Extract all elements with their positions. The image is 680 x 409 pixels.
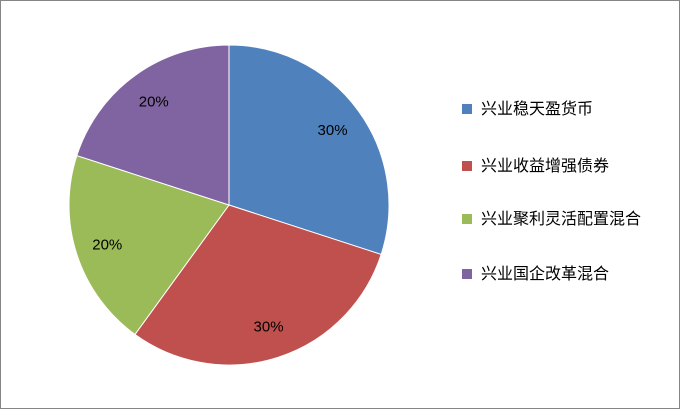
legend-item-2: 兴业聚利灵活配置混合 — [462, 206, 679, 231]
data-label-1: 30% — [254, 319, 284, 336]
legend-label: 兴业稳天盈货币 — [481, 99, 594, 118]
legend-label: 兴业收益增强债券 — [481, 156, 610, 175]
legend-swatch — [462, 269, 472, 279]
legend-swatch — [462, 161, 472, 171]
legend-item-3: 兴业国企改革混合 — [462, 261, 679, 286]
legend-swatch — [462, 104, 472, 114]
data-label-3: 20% — [139, 93, 169, 110]
data-label-0: 30% — [318, 122, 348, 139]
legend-item-1: 兴业收益增强债券 — [462, 153, 679, 178]
data-label-2: 20% — [92, 237, 122, 254]
pie-slice-2 — [68, 154, 230, 336]
legend-item-0: 兴业稳天盈货币 — [462, 96, 679, 121]
pie-slice-3 — [76, 44, 230, 206]
pie-slice-0 — [228, 44, 390, 256]
pie-slice-1 — [134, 204, 382, 366]
legend-swatch — [462, 214, 472, 224]
legend-label: 兴业聚利灵活配置混合 — [481, 209, 642, 228]
legend-label: 兴业国企改革混合 — [481, 264, 610, 283]
